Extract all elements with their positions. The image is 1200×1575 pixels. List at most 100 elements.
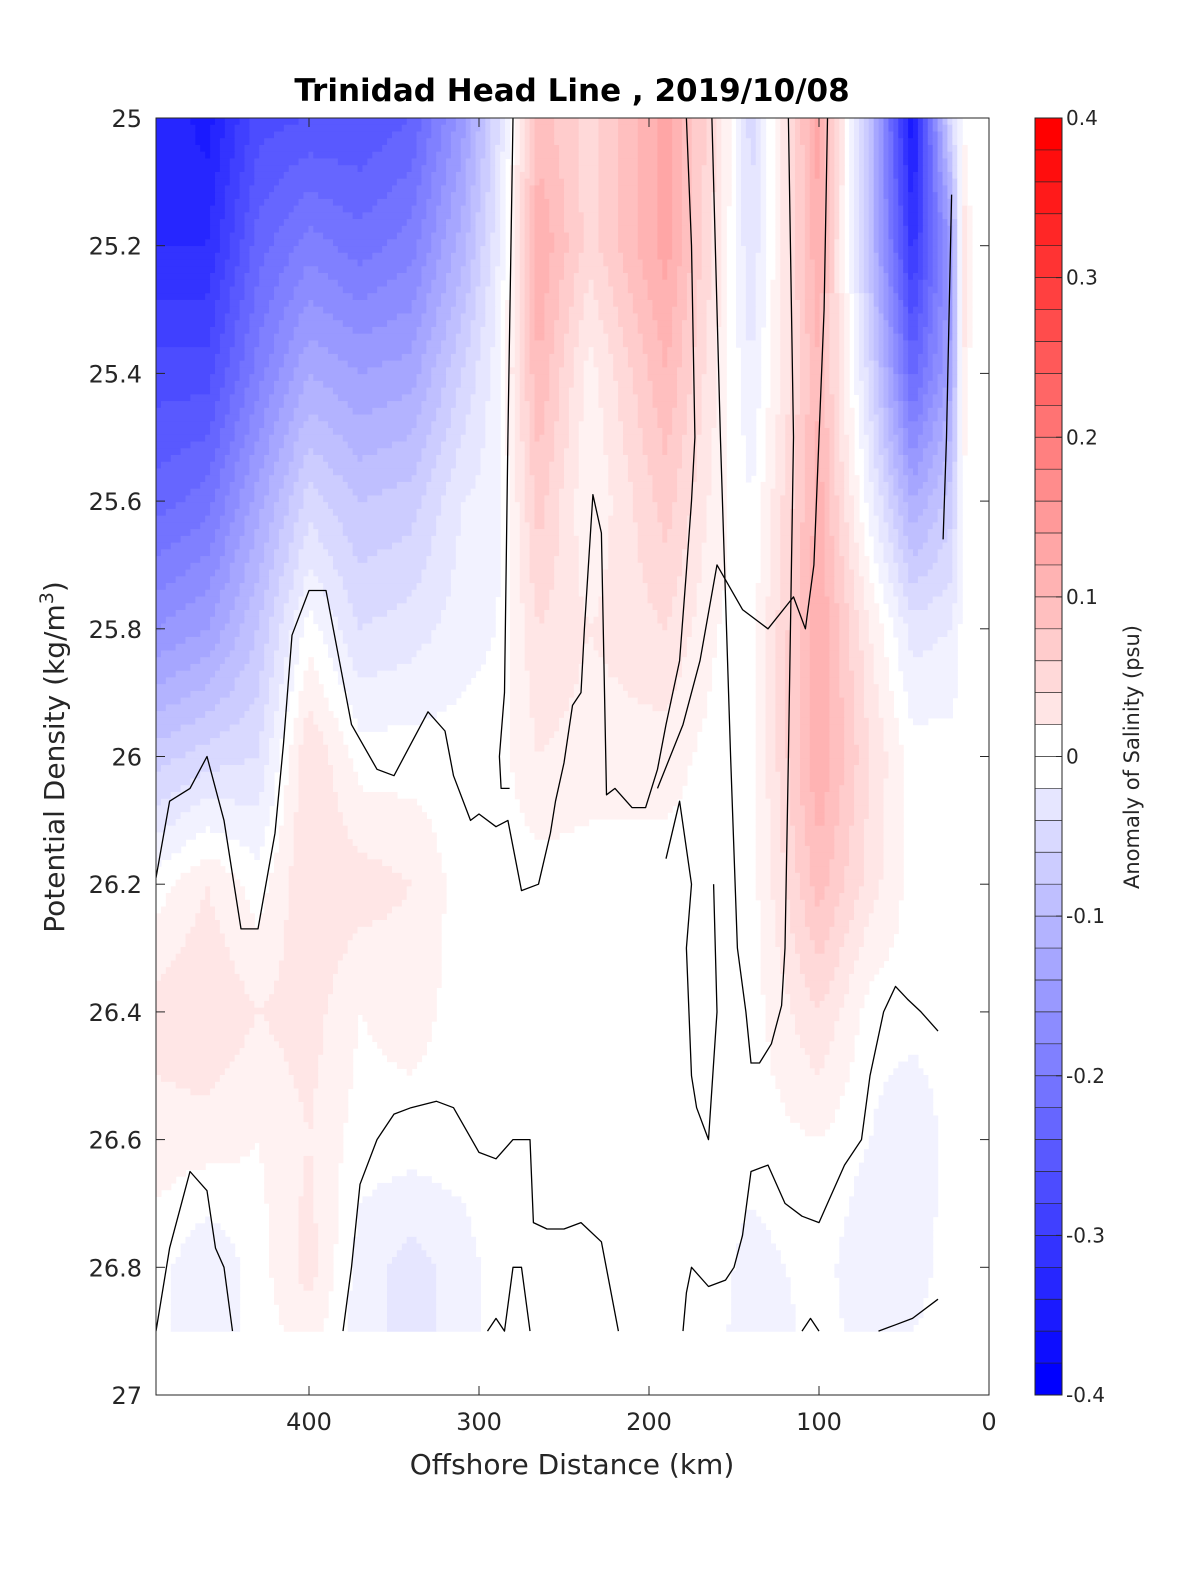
anomaly-cell xyxy=(539,616,545,625)
anomaly-cell xyxy=(357,165,364,173)
anomaly-cell xyxy=(677,266,693,274)
anomaly-cell xyxy=(706,144,717,153)
anomaly-cell xyxy=(568,326,580,335)
anomaly-cell xyxy=(421,273,437,281)
anomaly-cell xyxy=(932,171,939,180)
anomaly-cell xyxy=(367,367,423,375)
anomaly-cell xyxy=(775,643,786,652)
anomaly-cell xyxy=(942,205,949,213)
anomaly-cell xyxy=(760,529,772,537)
anomaly-cell xyxy=(441,144,452,153)
anomaly-cell xyxy=(898,198,904,207)
anomaly-cell xyxy=(608,535,639,544)
anomaly-cell xyxy=(775,650,786,658)
anomaly-cell xyxy=(293,286,344,294)
anomaly-cell xyxy=(829,118,835,126)
anomaly-cell xyxy=(799,333,811,342)
anomaly-cell xyxy=(878,118,885,126)
anomaly-cell xyxy=(854,118,860,126)
anomaly-cell xyxy=(298,515,339,523)
anomaly-cell xyxy=(534,407,545,416)
anomaly-cell xyxy=(829,212,835,220)
anomaly-cell xyxy=(755,252,767,261)
anomaly-cell xyxy=(411,475,432,483)
anomaly-cell xyxy=(854,313,860,321)
anomaly-cell xyxy=(686,535,708,544)
anomaly-cell xyxy=(249,313,265,321)
anomaly-cell xyxy=(893,225,899,234)
anomaly-cell xyxy=(834,205,840,213)
anomaly-cell xyxy=(219,394,231,402)
anomaly-cell xyxy=(957,131,963,139)
anomaly-cell xyxy=(485,299,496,308)
anomaly-cell xyxy=(922,225,929,234)
anomaly-cell xyxy=(293,454,305,463)
anomaly-cell xyxy=(952,549,958,557)
anomaly-cell xyxy=(795,475,806,483)
anomaly-cell xyxy=(947,374,953,382)
anomaly-cell xyxy=(765,448,776,456)
anomaly-cell xyxy=(775,704,786,712)
anomaly-cell xyxy=(858,192,865,200)
anomaly-cell xyxy=(411,428,432,436)
anomaly-cell xyxy=(613,293,634,301)
anomaly-cell xyxy=(642,333,658,342)
anomaly-cell xyxy=(273,380,290,389)
anomaly-cell xyxy=(937,232,944,240)
anomaly-cell xyxy=(524,306,531,315)
anomaly-cell xyxy=(696,326,708,335)
anomaly-cell xyxy=(878,562,890,571)
anomaly-cell xyxy=(932,643,958,652)
anomaly-cell xyxy=(667,347,683,355)
anomaly-cell xyxy=(824,266,831,274)
anomaly-cell xyxy=(519,151,526,160)
anomaly-cell xyxy=(500,138,506,146)
anomaly-cell xyxy=(283,441,295,449)
anomaly-cell xyxy=(780,556,791,564)
anomaly-cell xyxy=(436,212,452,220)
anomaly-cell xyxy=(844,583,855,591)
anomaly-cell xyxy=(224,454,241,463)
anomaly-cell xyxy=(593,616,658,625)
anomaly-cell xyxy=(622,684,678,692)
anomaly-cell xyxy=(903,219,909,227)
anomaly-cell xyxy=(937,481,949,490)
anomaly-cell xyxy=(460,367,477,375)
anomaly-cell xyxy=(500,219,506,227)
anomaly-cell xyxy=(967,333,973,342)
anomaly-cell xyxy=(898,367,904,375)
anomaly-cell xyxy=(873,448,880,456)
anomaly-cell xyxy=(288,428,300,436)
anomaly-cell xyxy=(278,374,295,382)
anomaly-cell xyxy=(878,522,890,530)
anomaly-cell xyxy=(603,583,649,591)
anomaly-cell xyxy=(514,259,521,267)
anomaly-cell xyxy=(780,583,791,591)
anomaly-cell xyxy=(657,232,673,240)
anomaly-cell xyxy=(219,279,236,288)
anomaly-cell xyxy=(509,650,526,658)
anomaly-cell xyxy=(863,118,870,126)
anomaly-cell xyxy=(962,198,968,207)
anomaly-cell xyxy=(917,488,934,497)
anomaly-cell xyxy=(888,158,894,166)
anomaly-cell xyxy=(293,488,305,497)
anomaly-cell xyxy=(254,353,270,362)
anomaly-cell xyxy=(519,596,536,604)
anomaly-cell xyxy=(559,313,570,321)
anomaly-cell xyxy=(922,421,934,429)
anomaly-cell xyxy=(283,124,403,133)
anomaly-cell xyxy=(711,266,722,274)
anomaly-cell xyxy=(878,488,890,497)
anomaly-cell xyxy=(922,394,934,402)
anomaly-cell xyxy=(947,414,953,422)
anomaly-cell xyxy=(770,502,781,510)
anomaly-cell xyxy=(441,448,457,456)
anomaly-cell xyxy=(490,387,501,395)
anomaly-cell xyxy=(352,293,368,301)
anomaly-cell xyxy=(957,589,963,598)
anomaly-cell xyxy=(790,549,801,557)
anomaly-cell xyxy=(264,643,280,652)
anomaly-cell xyxy=(898,610,953,618)
anomaly-cell xyxy=(878,299,885,308)
